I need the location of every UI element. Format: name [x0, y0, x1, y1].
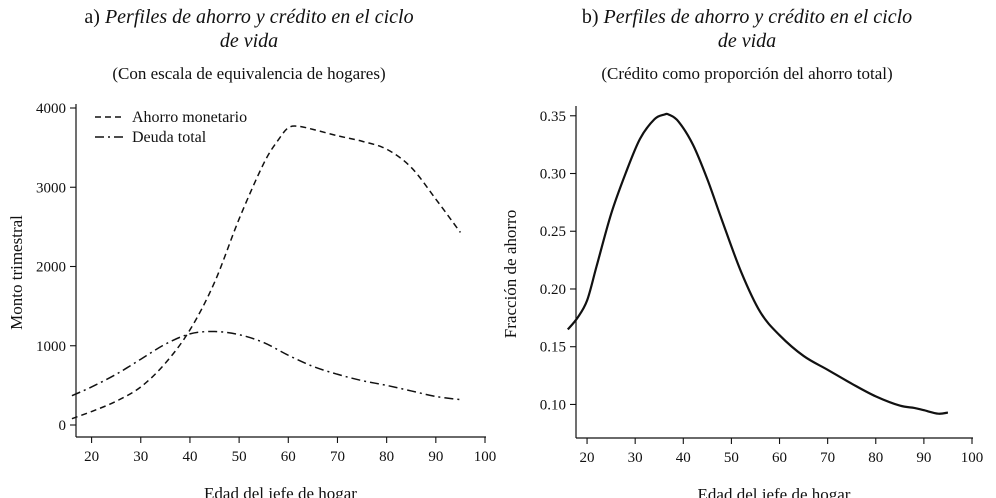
panel-b-title-italic: Perfiles de ahorro y crédito en el ciclo [603, 6, 913, 28]
chart-b-x-tick-label: 50 [724, 450, 739, 466]
chart-a-y-axis-label: Monto trimestral [7, 215, 26, 330]
panel-a-subtitle: (Con escala de equivalencia de hogares) [112, 64, 386, 83]
panel-a-title-italic-2: de vida [219, 30, 279, 52]
chart-a-legend-label: Deuda total [132, 129, 207, 146]
chart-a-x-tick-label: 60 [281, 449, 296, 465]
panel-a: a) Perfiles de ahorro y crédito en el ci… [0, 6, 498, 498]
chart-b-x-tick-label: 20 [580, 450, 595, 466]
chart-b-x-tick-label: 60 [772, 450, 787, 466]
chart-a-y-tick-label: 3000 [36, 180, 66, 196]
chart-a-series-1-line [71, 125, 462, 420]
chart-b-x-tick-label: 100 [961, 450, 984, 466]
panel-a-title: a) Perfiles de ahorro y crédito en el ci… [0, 6, 498, 28]
chart-a-x-tick-label: 30 [133, 449, 148, 465]
chart-b-x-tick-label: 80 [868, 450, 883, 466]
chart-a-x-tick-label: 40 [182, 449, 197, 465]
chart-a-x-tick-label: 50 [232, 449, 247, 465]
chart-b-x-tick-label: 90 [916, 450, 931, 466]
chart-b-x-axis-label: Edad del jefe de hogar [698, 485, 851, 498]
chart-b-y-tick-label: 0.10 [540, 397, 566, 413]
chart-b-y-axis-label: Fracción de ahorro [501, 210, 520, 338]
chart-b-y-tick-label: 0.20 [540, 282, 566, 298]
panel-b-title-line2: de vida [498, 30, 996, 52]
panel-b-title: b) Perfiles de ahorro y crédito en el ci… [498, 6, 996, 28]
panel-b-title-prefix: b) [581, 6, 599, 28]
chart-a-series-2-line [71, 330, 461, 401]
panel-a-title-prefix: a) [84, 6, 100, 28]
chart-b-y-tick-label: 0.30 [540, 167, 566, 183]
panel-b-subtitle: (Crédito como proporción del ahorro tota… [601, 64, 893, 83]
chart-b-y-tick-label: 0.25 [540, 224, 566, 240]
chart-a-x-tick-label: 20 [84, 449, 99, 465]
panel-b: b) Perfiles de ahorro y crédito en el ci… [498, 0, 996, 498]
chart-b-x-tick-label: 30 [628, 450, 643, 466]
chart-b-svg: 20 30 40 50 60 70 80 90 100 0.10 0.15 0.20 0.25 0.30 0… [501, 106, 984, 498]
chart-a-y-tick-label: 4000 [36, 101, 66, 117]
chart-a-y-tick-label: 2000 [36, 260, 66, 276]
chart-a-x-tick-label: 80 [379, 449, 394, 465]
chart-b-x-tick-label: 40 [676, 450, 691, 466]
chart-a-y-tick-label: 1000 [36, 339, 66, 355]
chart-a-legend-label: Ahorro monetario [132, 109, 247, 126]
panel-b-title-italic-2: de vida [717, 30, 777, 52]
chart-a-x-tick-label: 100 [474, 449, 497, 465]
chart-a-svg: 20 30 40 50 60 70 80 90 10001000200030004000Edad… [7, 101, 497, 498]
chart-b-series-1-line [566, 112, 949, 415]
chart-a-y-tick-label: 0 [59, 418, 67, 434]
chart-a-x-axis-label: Edad del jefe de hogar [204, 484, 357, 498]
panel-a-title-line2: de vida [0, 30, 498, 52]
chart-a-x-tick-label: 70 [330, 449, 345, 465]
panel-a-title-italic: Perfiles de ahorro y crédito en el ciclo [104, 6, 414, 28]
chart-b-x-tick-label: 70 [820, 450, 835, 466]
chart-b-y-tick-label: 0.15 [540, 340, 566, 356]
chart-b-y-tick-label: 0.35 [540, 109, 566, 125]
chart-a-x-tick-label: 90 [428, 449, 443, 465]
